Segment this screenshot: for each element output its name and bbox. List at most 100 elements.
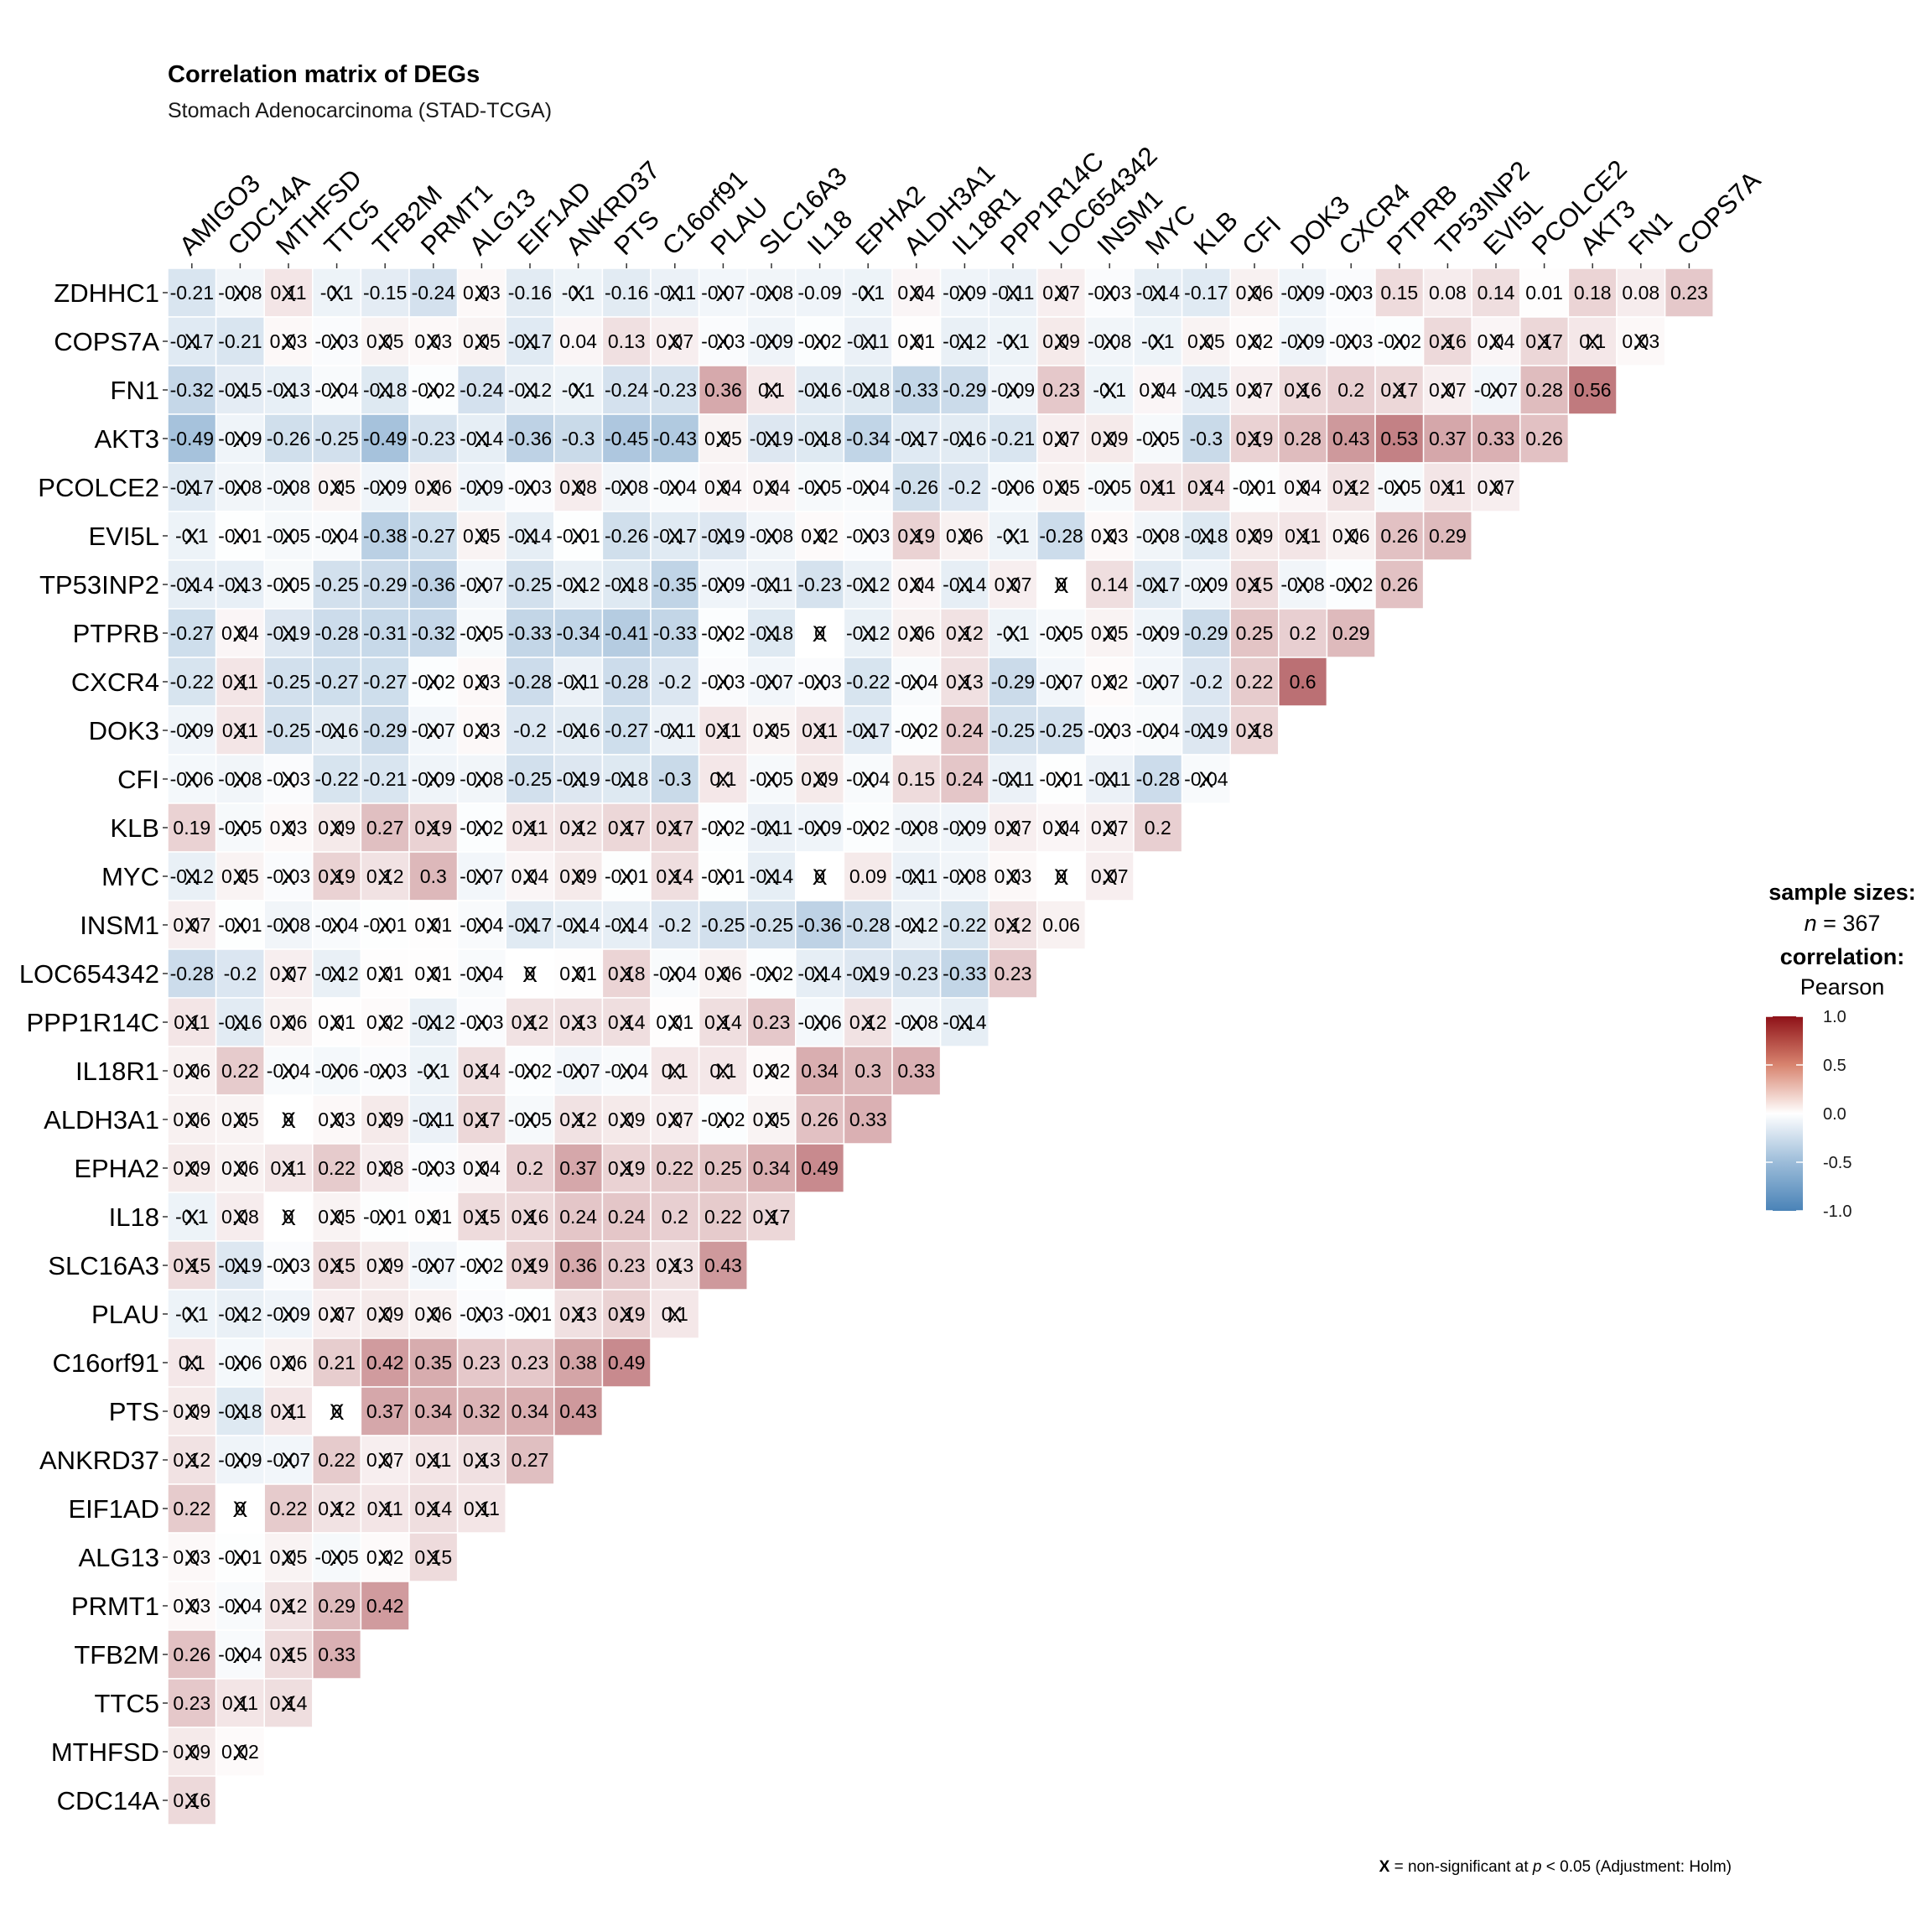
nonsignificant-mark: X xyxy=(571,816,586,841)
heatmap-cell xyxy=(408,802,459,853)
cell-value-label: 0.05 xyxy=(1091,622,1129,644)
heatmap-cell xyxy=(988,802,1038,853)
cell-value-label: 0.11 xyxy=(270,1157,306,1179)
cell-value-label: -0.11 xyxy=(653,282,696,304)
cell-value-label: -0.1 xyxy=(996,330,1030,352)
heatmap-cell xyxy=(939,559,989,610)
nonsignificant-mark: X xyxy=(330,1059,345,1084)
cell-value-label: 0.09 xyxy=(1042,330,1080,352)
nonsignificant-mark: X xyxy=(330,1254,345,1279)
cell-value-label: 0.06 xyxy=(704,963,742,984)
nonsignificant-mark: X xyxy=(232,524,247,549)
cell-value-label: -0.16 xyxy=(314,719,358,741)
heatmap-cell xyxy=(1133,608,1183,658)
nonsignificant-mark: X xyxy=(184,573,200,598)
heatmap-cell xyxy=(360,802,410,853)
nonsignificant-mark: X xyxy=(1054,573,1069,598)
cell-value-label: -0.1 xyxy=(851,282,885,304)
cell-value-label: -0.19 xyxy=(218,1254,262,1276)
cell-value-label: -0.05 xyxy=(508,1109,552,1130)
nonsignificant-mark: X xyxy=(474,719,489,744)
nonsignificant-mark: X xyxy=(571,670,586,695)
legend-correlation-label: correlation: xyxy=(1780,944,1905,969)
cell-value-label: -0.09 xyxy=(460,476,503,498)
cell-value-label: -0.01 xyxy=(605,865,648,887)
heatmap-cell xyxy=(263,1532,314,1582)
heatmap-cell xyxy=(843,462,893,512)
cell-value-label: 0.13 xyxy=(946,671,984,693)
heatmap-cell xyxy=(505,316,555,366)
cell-value-label: 0.26 xyxy=(1380,525,1418,547)
heatmap-cell xyxy=(553,559,604,610)
cell-value-label: -0.11 xyxy=(557,671,600,693)
nonsignificant-mark: X xyxy=(957,330,972,355)
heatmap-cell xyxy=(795,900,845,950)
heatmap-cell xyxy=(650,948,700,999)
nonsignificant-mark: X xyxy=(1102,816,1117,841)
cell-value-label: -0.17 xyxy=(895,428,938,449)
cell-value-label: -0.02 xyxy=(701,817,745,839)
nonsignificant-mark: X xyxy=(813,378,828,403)
nonsignificant-mark: X xyxy=(571,281,586,306)
cell-value-label: -0.49 xyxy=(170,428,214,449)
chart-title: Correlation matrix of DEGs xyxy=(168,61,480,88)
nonsignificant-mark: X xyxy=(281,1156,296,1182)
cell-value-label: 0.17 xyxy=(753,1206,791,1228)
heatmap-cell xyxy=(939,900,989,950)
cell-value-label: 0.02 xyxy=(1091,671,1129,693)
cell-value-label: -0.19 xyxy=(701,525,745,547)
heatmap-cell xyxy=(456,608,506,658)
cell-value-label: -0.05 xyxy=(314,1546,358,1568)
heatmap-cell xyxy=(215,900,265,950)
cell-value-label: -0.06 xyxy=(170,768,214,790)
cell-value-label: 0.11 xyxy=(705,719,741,741)
nonsignificant-mark: X xyxy=(522,1108,538,1133)
cell-value-label: -0.21 xyxy=(218,330,262,352)
heatmap-cell xyxy=(1374,559,1425,610)
heatmap-cell xyxy=(1422,365,1472,415)
heatmap-cell xyxy=(891,511,942,561)
cell-value-label: -0.08 xyxy=(895,1011,938,1033)
heatmap-cell xyxy=(263,1094,314,1145)
cell-value-label: 0.04 xyxy=(704,476,742,498)
cell-value-label: 0.11 xyxy=(464,1498,500,1519)
cell-value-label: 0.08 xyxy=(559,476,597,498)
heatmap-cell xyxy=(650,267,700,318)
heatmap-cell xyxy=(553,705,604,756)
nonsignificant-mark: X xyxy=(860,816,875,841)
cell-value-label: 0.07 xyxy=(1091,865,1129,887)
nonsignificant-mark: X xyxy=(667,1059,683,1084)
legend: sample sizes: n = 367 correlation: Pears… xyxy=(1766,880,1916,1221)
heatmap-cell xyxy=(1036,267,1087,318)
nonsignificant-mark: X xyxy=(232,1156,247,1182)
cell-value-label: 0.07 xyxy=(1091,817,1129,839)
nonsignificant-mark: X xyxy=(860,330,875,355)
nonsignificant-mark: X xyxy=(571,1302,586,1327)
heatmap-cell xyxy=(1471,316,1521,366)
nonsignificant-mark: X xyxy=(426,1108,441,1133)
heatmap-cell xyxy=(843,1046,893,1096)
nonsignificant-mark: X xyxy=(184,1594,200,1619)
nonsignificant-mark: X xyxy=(232,1205,247,1230)
cell-value-label: 0.22 xyxy=(318,1449,356,1471)
cell-value-label: -0.28 xyxy=(170,963,214,984)
nonsignificant-mark: X xyxy=(571,1059,586,1084)
nonsignificant-mark: X xyxy=(474,427,489,452)
heatmap-cell xyxy=(553,1386,604,1436)
nonsignificant-mark: X xyxy=(426,816,441,841)
nonsignificant-mark: X xyxy=(232,767,247,792)
nonsignificant-mark: X xyxy=(571,962,586,987)
heatmap-cell xyxy=(601,900,652,950)
cell-value-label: 0.26 xyxy=(1380,574,1418,595)
cell-value-label: 0.02 xyxy=(753,1060,791,1082)
heatmap-cell xyxy=(167,1483,217,1534)
cell-value-label: 0.26 xyxy=(1525,428,1563,449)
cell-value-label: 0.33 xyxy=(318,1644,356,1665)
heatmap-cell xyxy=(988,316,1038,366)
nonsignificant-mark: X xyxy=(474,1010,489,1036)
heatmap-cell xyxy=(1471,462,1521,512)
heatmap-cell xyxy=(456,997,506,1047)
cell-value-label: -0.14 xyxy=(460,428,504,449)
nonsignificant-mark: X xyxy=(426,475,441,501)
heatmap-cell xyxy=(456,705,506,756)
